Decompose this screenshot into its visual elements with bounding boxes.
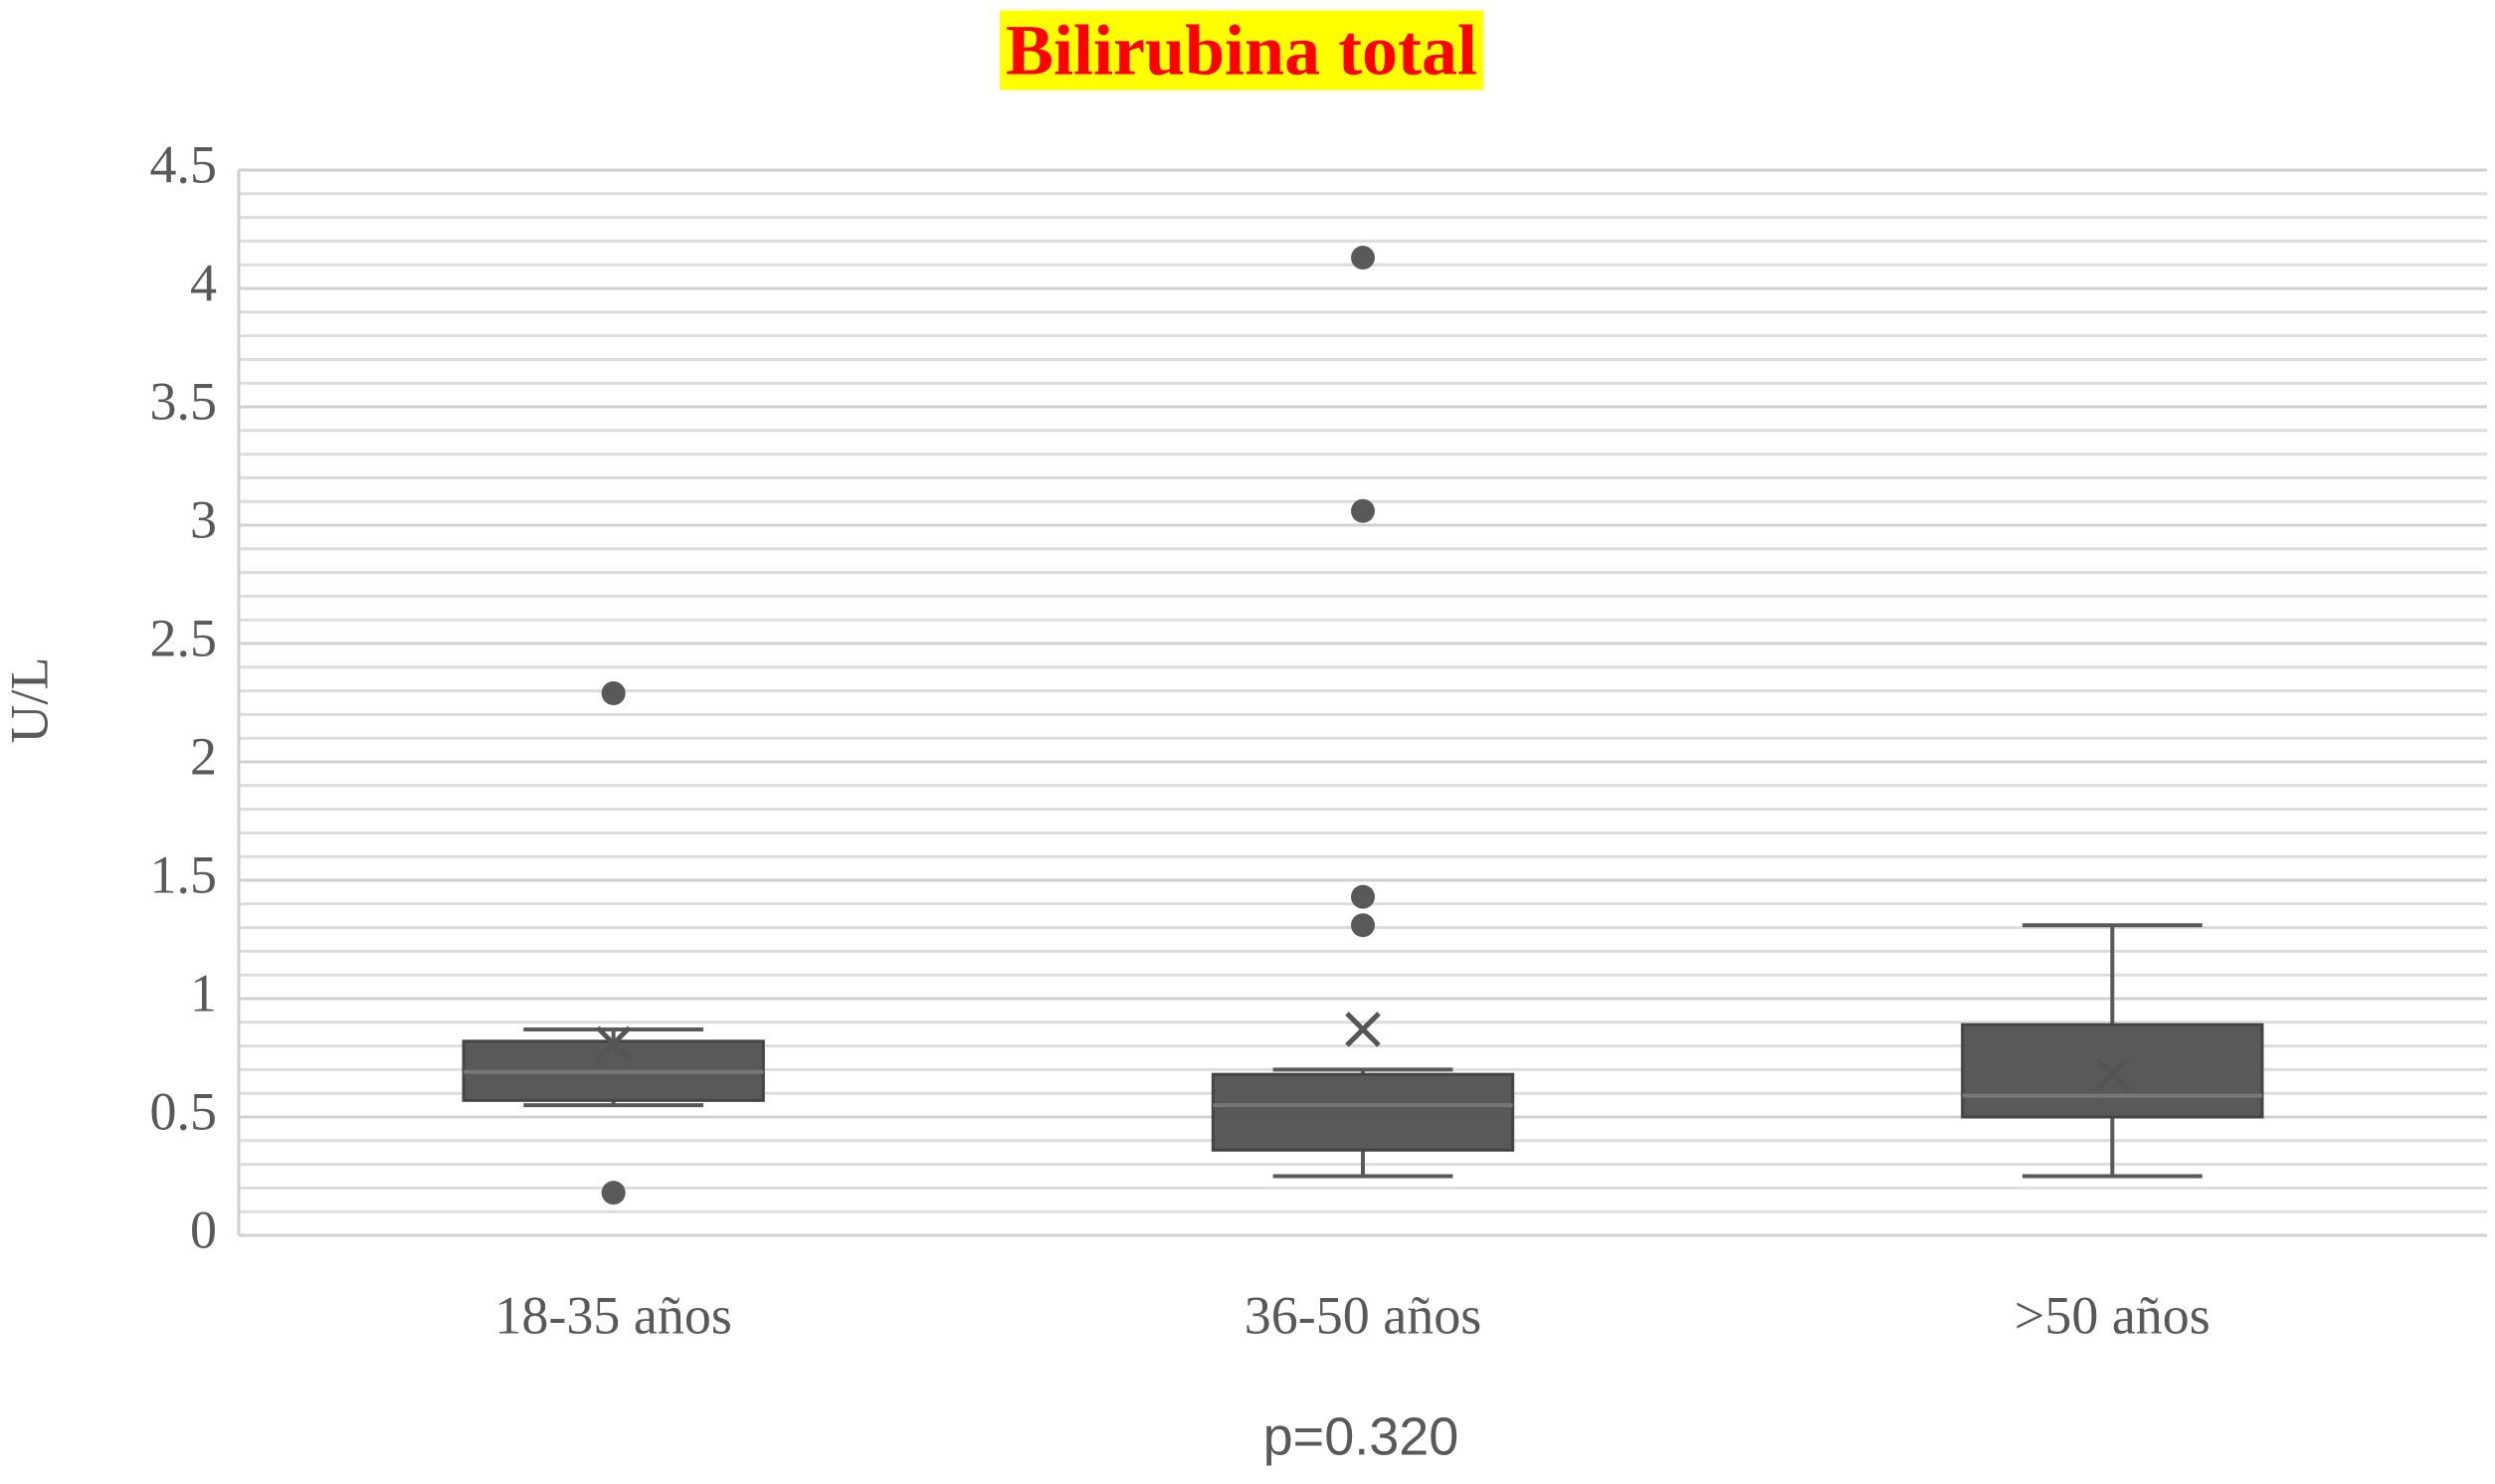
- box: [1961, 1022, 2264, 1119]
- mean-marker: [1345, 1012, 1381, 1047]
- outlier: [1351, 498, 1375, 523]
- outlier: [601, 680, 626, 705]
- y-tick-label: 1: [190, 963, 217, 1022]
- y-tick-label: 4: [190, 253, 217, 312]
- outlier: [1351, 884, 1375, 909]
- y-tick-label: 2: [190, 726, 217, 786]
- y-tick-label: 1.5: [150, 844, 218, 904]
- x-tick-label: 18-35 años: [494, 1285, 731, 1345]
- x-axis-label: p=0.320: [1263, 1406, 1459, 1466]
- chart-title: Bilirubina total: [1006, 11, 1477, 91]
- y-tick-label: 3: [190, 489, 217, 549]
- y-tick-label: 2.5: [150, 608, 218, 667]
- y-tick-label: 0: [190, 1200, 217, 1259]
- outlier: [1351, 246, 1375, 271]
- outlier: [1351, 913, 1375, 938]
- y-axis-label: U/L: [0, 657, 59, 744]
- outlier: [601, 1181, 626, 1206]
- y-tick-label: 4.5: [150, 134, 218, 194]
- y-tick-label: 0.5: [150, 1081, 218, 1141]
- x-tick-label: 36-50 años: [1245, 1285, 1481, 1345]
- y-tick-label: 3.5: [150, 371, 218, 431]
- title-background: [999, 10, 1484, 91]
- mean-marker: [595, 1025, 632, 1061]
- x-tick-label: >50 años: [2015, 1285, 2210, 1345]
- mean-marker: [2094, 1056, 2131, 1092]
- box: [1211, 1072, 1515, 1152]
